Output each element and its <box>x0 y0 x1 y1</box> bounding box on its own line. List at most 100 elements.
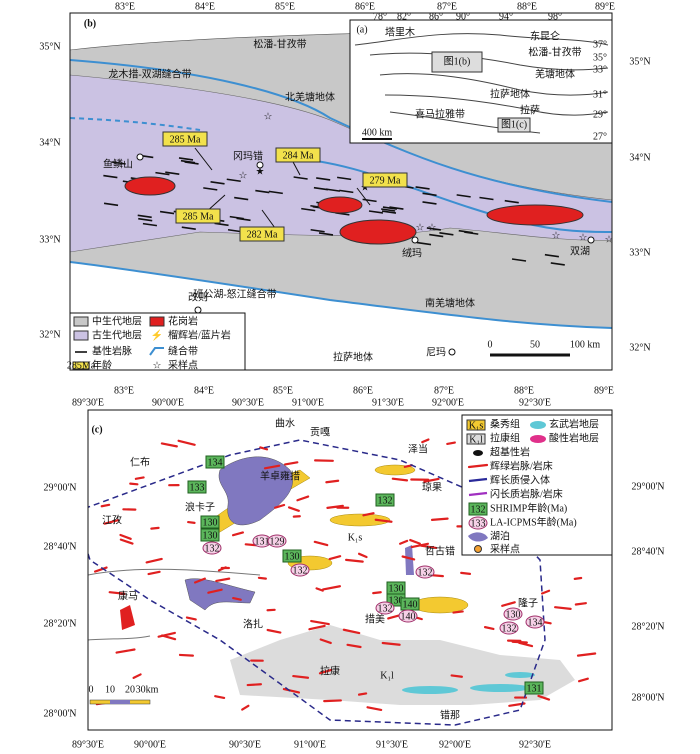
lon-label: 89°30'E <box>72 739 104 750</box>
inset-lat: 27° <box>593 131 607 142</box>
age-label: 282 Ma <box>247 229 278 240</box>
la-icpms-mark <box>398 609 418 623</box>
lon-label: 83°E <box>115 1 135 12</box>
inset-lon: 90° <box>456 11 470 22</box>
svg-text:☆: ☆ <box>153 360 162 371</box>
shrimp-age: 130 <box>285 551 300 562</box>
dike <box>274 503 286 509</box>
dike <box>577 677 589 683</box>
inset-place: 拉萨 <box>520 103 540 116</box>
dike <box>387 614 402 620</box>
dike <box>576 652 597 657</box>
dike <box>129 482 139 486</box>
place-label: 曲水 <box>275 417 295 429</box>
lat-label: 34°N <box>39 137 60 148</box>
lon-label: 92°00'E <box>432 397 464 408</box>
lon-label: 88°E <box>517 1 537 12</box>
dike <box>518 641 534 648</box>
dike <box>389 206 404 210</box>
dike <box>357 552 368 559</box>
place-label: 尼玛 <box>426 346 446 358</box>
shrimp-box <box>200 515 220 529</box>
dike <box>217 566 227 572</box>
legend-age: 132 <box>471 504 486 515</box>
place-label: 琼果 <box>422 480 442 493</box>
svg-text:⚡: ⚡ <box>151 328 163 341</box>
dike <box>308 624 326 631</box>
inset-lat: 33° <box>593 64 607 75</box>
inset-box-label: 图1(b) <box>444 55 471 67</box>
place-label: 康马 <box>118 589 138 602</box>
scale-label: 20 <box>125 684 135 695</box>
shrimp-box <box>524 681 544 695</box>
dike <box>108 591 126 595</box>
la-icpms-age: 132 <box>502 623 517 634</box>
age-box <box>175 208 221 224</box>
lat-label: 28°40'N <box>631 546 664 557</box>
dike <box>160 634 177 641</box>
dike <box>483 626 495 631</box>
lat-label: 34°N <box>629 152 650 163</box>
dike <box>165 171 180 175</box>
dike <box>415 186 430 190</box>
scale-label: 0 <box>488 339 493 350</box>
dike <box>501 601 516 607</box>
legend-c <box>461 414 613 556</box>
dike <box>181 226 196 230</box>
inset-lat: 35° <box>593 52 607 63</box>
lon-label: 92°30'E <box>519 739 551 750</box>
dike <box>381 208 396 212</box>
dike <box>328 555 342 561</box>
dike <box>93 566 108 573</box>
lat-label: 35°N <box>629 56 650 67</box>
inset-lon: 98° <box>548 11 562 22</box>
dike <box>268 190 283 195</box>
dike <box>422 192 437 197</box>
shrimp-age: 131 <box>527 683 542 694</box>
dike <box>374 518 393 523</box>
dike <box>100 503 111 508</box>
dike <box>403 464 413 468</box>
dike <box>187 520 196 524</box>
la-icpms-age: 140 <box>401 611 416 622</box>
dike <box>366 706 383 712</box>
dike <box>178 157 194 161</box>
lon-label: 91°30'E <box>372 397 404 408</box>
dike <box>203 187 218 191</box>
panel-label: (c) <box>91 424 102 435</box>
shrimp-age: 132 <box>378 495 393 506</box>
place-label: 南羌塘地体 <box>425 296 475 309</box>
lon-label: 87°E <box>437 1 457 12</box>
scale-label: 100 km <box>570 339 601 350</box>
dike <box>145 557 163 564</box>
lat-label: 32°N <box>39 329 60 340</box>
dike <box>423 477 440 483</box>
legend-label: 古生代地层 <box>92 328 142 341</box>
inset-lat: 31° <box>593 89 607 100</box>
legend-label: 中生代地层 <box>92 314 142 327</box>
dike <box>426 227 441 231</box>
svg-text:☆: ☆ <box>428 222 437 233</box>
inset-lon: 86° <box>429 11 443 22</box>
dike <box>401 555 416 561</box>
unit-label: K₁s <box>348 532 363 543</box>
scale-c <box>89 699 151 705</box>
place-label: 绒玛 <box>402 246 422 259</box>
shrimp-age: 130 <box>203 517 218 528</box>
panel-c-frame <box>87 409 613 731</box>
inset-place: 塔里木 <box>385 25 415 38</box>
lon-label: 91°00'E <box>292 397 324 408</box>
dike <box>573 576 583 580</box>
legend-label: 玄武岩地层 <box>549 417 599 430</box>
place-label: 羊卓雍措 <box>260 469 300 482</box>
place-label: 洛扎 <box>243 617 263 630</box>
dike <box>177 439 196 446</box>
lon-label: 91°30'E <box>376 739 408 750</box>
svg-text:☆: ☆ <box>605 234 614 245</box>
inset-place: 喜马拉雅带 <box>415 107 465 120</box>
dike <box>310 228 325 233</box>
legend-label: 桑秀组 <box>490 417 520 430</box>
place-label: 拉萨地体 <box>333 350 373 363</box>
dike <box>257 576 267 580</box>
